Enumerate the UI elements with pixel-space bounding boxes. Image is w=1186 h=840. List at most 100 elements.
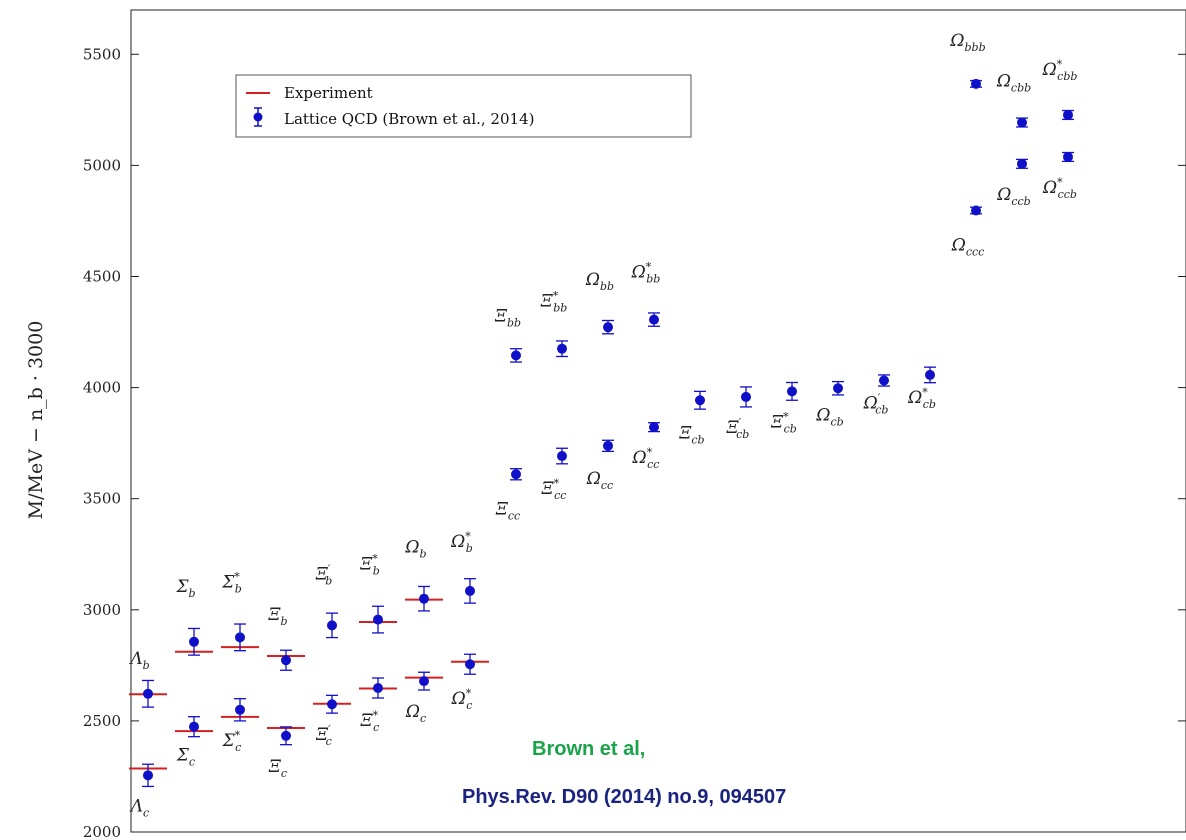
y-tick-label: 5000: [83, 156, 121, 174]
baryon-point: Ωccb: [996, 158, 1031, 208]
lattice-point: [373, 614, 383, 625]
lattice-point: [281, 655, 291, 666]
lattice-point: [235, 704, 245, 715]
particle-label: Ξcb: [678, 423, 704, 446]
lattice-point: [189, 721, 199, 732]
particle-label: Ω′ cb: [863, 391, 889, 416]
particle-label: Ξbb: [494, 306, 521, 329]
lattice-point: [373, 683, 383, 694]
lattice-point: [465, 585, 475, 596]
baryon-point: Ωbb: [585, 270, 614, 335]
baryon-point: Σb: [175, 577, 213, 656]
baryon-point: Ξ* bb: [540, 290, 568, 358]
particle-label: Ωb: [404, 538, 426, 561]
y-tick-label: 5500: [83, 45, 121, 63]
lattice-point: [419, 593, 429, 604]
baryon-point: Σ* b: [221, 570, 259, 652]
data-marks: Λc Λb Σc Σb Σ* c Σ* b Ξc Ξb Ξ′ c Ξ′ b Ξ* c Ξ* b Ωc Ωb Ω* c Ω* b…: [128, 31, 1077, 819]
baryon-point: Ωcbb: [996, 72, 1031, 128]
plot-frame: [130, 9, 1186, 833]
particle-label: Ω* cc: [632, 446, 660, 471]
lattice-point: [1017, 117, 1027, 128]
legend-lattice-label: Lattice QCD (Brown et al., 2014): [284, 110, 534, 128]
baryon-point: Ξcc: [495, 468, 522, 522]
y-tick-label: 2500: [83, 712, 121, 730]
baryon-point: Ξbb: [494, 306, 522, 363]
baryon-point: Ω* cbb: [1042, 58, 1078, 121]
particle-label: Ξ* bb: [540, 290, 568, 315]
lattice-point: [327, 620, 337, 631]
baryon-point: Ωc: [405, 671, 443, 725]
lattice-point: [971, 78, 981, 89]
lattice-point: [925, 369, 935, 380]
particle-label: Ω* bb: [631, 261, 661, 286]
particle-label: Λc: [129, 796, 149, 819]
lattice-point: [281, 730, 291, 741]
lattice-point: [649, 314, 659, 325]
baryon-point: Λb: [128, 649, 167, 708]
particle-label: Σ* c: [222, 729, 242, 754]
y-tick-label: 4500: [83, 268, 121, 286]
baryon-point: Ω′ cb: [863, 374, 890, 416]
particle-label: Ξ* cb: [770, 410, 797, 435]
lattice-point: [511, 469, 521, 480]
baryon-point: Ω* cc: [632, 422, 660, 471]
lattice-point: [971, 205, 981, 216]
particle-label: Ω* cbb: [1042, 58, 1078, 83]
y-tick-label: 2000: [83, 823, 121, 840]
particle-label: Λb: [128, 649, 149, 672]
lattice-point: [1017, 158, 1027, 169]
baryon-point: Ωbbb: [949, 31, 986, 89]
lattice-point: [189, 636, 199, 647]
particle-label: Ξ* cc: [541, 477, 567, 502]
baryon-point: Ω* ccb: [1042, 151, 1077, 201]
lattice-point: [603, 440, 613, 451]
baryon-point: Ξ* cb: [770, 381, 798, 435]
lattice-point: [741, 391, 751, 402]
baryon-point: Λc: [129, 763, 167, 819]
baryon-point: Ωcc: [586, 439, 614, 492]
lattice-point: [1063, 151, 1073, 162]
lattice-point: [649, 422, 659, 433]
particle-label: Ωc: [405, 702, 426, 725]
lattice-point: [511, 350, 521, 361]
legend: Experiment Lattice QCD (Brown et al., 20…: [235, 74, 692, 138]
lattice-point: [557, 451, 567, 462]
lattice-point: [1063, 109, 1073, 120]
lattice-point: [833, 383, 843, 394]
lattice-point: [143, 770, 153, 781]
baryon-point: Ξb: [267, 605, 305, 671]
baryon-point: Ω* b: [450, 530, 476, 604]
legend-box: [235, 74, 692, 138]
baryon-point: Ξ′ b: [315, 562, 338, 639]
y-axis-label: M/MeV − n_b · 3000: [25, 321, 47, 520]
baryon-point: Ωcb: [815, 380, 844, 428]
baryon-point: Ω* cb: [907, 366, 936, 411]
lattice-point: [235, 632, 245, 643]
particle-label: Σ* b: [221, 570, 242, 595]
baryon-point: Ξ* b: [359, 553, 397, 634]
credit-author: Brown et al,: [532, 738, 646, 760]
legend-lattice-swatch: [253, 107, 263, 127]
baryon-point: Ωccc: [951, 205, 984, 259]
particle-label: Ωcbb: [996, 72, 1031, 95]
baryon-point: Ξ* cc: [541, 447, 568, 502]
particle-label: Ω* ccb: [1042, 176, 1077, 201]
particle-label: Ω* b: [450, 530, 473, 555]
lattice-point: [557, 343, 567, 354]
baryon-point: Ξ′ c: [313, 694, 351, 748]
lattice-point: [879, 375, 889, 386]
y-tick-label: 3000: [83, 601, 121, 619]
particle-label: Σc: [176, 746, 195, 769]
particle-label: Ξ′ c: [315, 723, 332, 748]
particle-label: Ωbb: [585, 270, 614, 293]
lattice-point: [787, 386, 797, 397]
baryon-point: Ωb: [404, 538, 443, 612]
lattice-point: [419, 676, 429, 687]
particle-label: Ωcb: [815, 405, 843, 428]
baryon-point: Ω* c: [451, 653, 489, 712]
baryon-point: Ξc: [267, 726, 305, 780]
particle-label: Ξ* b: [359, 553, 380, 578]
particle-label: Ω* c: [451, 687, 473, 712]
y-tick-label: 4000: [83, 379, 121, 397]
